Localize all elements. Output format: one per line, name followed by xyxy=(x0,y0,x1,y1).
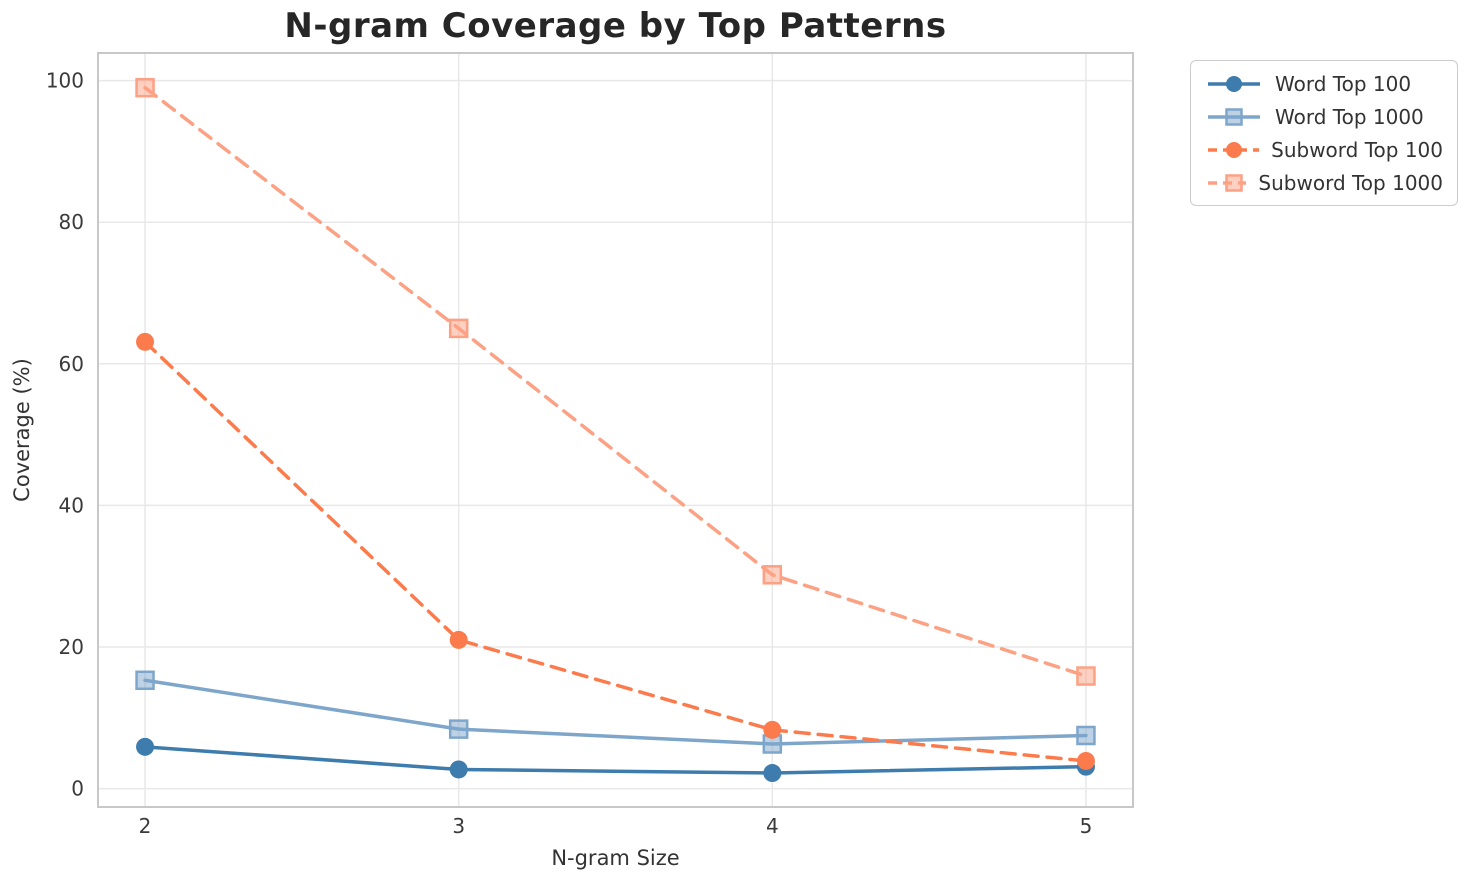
plot-area xyxy=(98,53,1133,807)
chart-title: N-gram Coverage by Top Patterns xyxy=(284,6,947,46)
marker-word-top-1000 xyxy=(135,670,155,691)
legend-item: Word Top 100 xyxy=(1205,70,1443,97)
legend-swatch-word-top-1000-icon xyxy=(1208,107,1260,126)
y-tick-label: 80 xyxy=(59,210,84,234)
series-line-subword-top-100 xyxy=(143,340,1088,763)
marker-subword-top-1000 xyxy=(135,77,155,98)
y-tick-label: 20 xyxy=(59,635,84,659)
legend: Word Top 100 Word Top 1000 Subword Top 1… xyxy=(1190,60,1458,206)
marker-word-top-1000 xyxy=(1076,725,1096,746)
legend-item: Word Top 1000 xyxy=(1205,103,1443,130)
legend-marker-sample xyxy=(1225,173,1243,192)
y-axis-label: Coverage (%) xyxy=(10,358,34,502)
marker-word-top-1000 xyxy=(448,719,469,739)
legend-label: Subword Top 1000 xyxy=(1258,170,1443,195)
x-tick-label: 5 xyxy=(1080,814,1093,838)
legend-swatch-subword-top-100-icon xyxy=(1208,141,1260,158)
legend-marker-sample xyxy=(1226,141,1242,158)
marker-subword-top-1000 xyxy=(1076,666,1096,686)
marker-subword-top-100 xyxy=(449,630,468,649)
x-tick-label: 4 xyxy=(766,814,779,838)
marker-subword-top-100 xyxy=(763,720,782,739)
x-tick-label: 2 xyxy=(139,814,152,838)
legend-label: Subword Top 100 xyxy=(1271,137,1443,162)
legend-item: Subword Top 100 xyxy=(1205,136,1443,163)
marker-subword-top-100 xyxy=(1076,751,1095,770)
legend-swatch-subword-top-1000-icon xyxy=(1208,173,1247,192)
marker-subword-top-100 xyxy=(136,332,155,351)
plot-border xyxy=(97,52,1134,808)
legend-marker-sample xyxy=(1226,75,1242,92)
series-line-word-top-1000 xyxy=(143,678,1088,746)
x-axis-label: N-gram Size xyxy=(551,846,680,870)
legend-label: Word Top 100 xyxy=(1275,71,1412,96)
series-line-word-top-100 xyxy=(143,745,1088,775)
marker-word-top-100 xyxy=(449,760,468,779)
marker-word-top-100 xyxy=(136,737,155,756)
marker-word-top-100 xyxy=(763,764,782,783)
legend-marker-sample xyxy=(1225,107,1243,126)
y-tick-label: 0 xyxy=(71,777,84,801)
legend-swatch-word-top-100-icon xyxy=(1208,75,1260,92)
legend-label: Word Top 1000 xyxy=(1275,104,1424,129)
legend-item: Subword Top 1000 xyxy=(1205,169,1443,196)
marker-subword-top-1000 xyxy=(448,318,469,339)
y-tick-label: 100 xyxy=(46,69,84,93)
marker-subword-top-1000 xyxy=(762,565,783,585)
y-tick-label: 60 xyxy=(59,352,84,376)
x-tick-label: 3 xyxy=(452,814,465,838)
y-tick-label: 40 xyxy=(59,493,84,517)
series-line-subword-top-1000 xyxy=(143,85,1088,678)
